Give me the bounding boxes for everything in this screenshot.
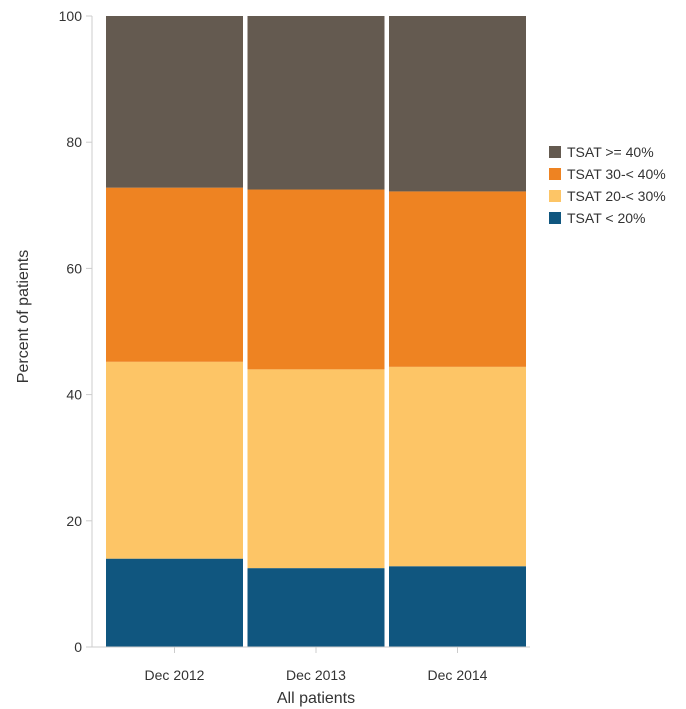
bars-group bbox=[106, 16, 526, 647]
bar-segment bbox=[389, 16, 526, 192]
bar-segment bbox=[106, 558, 243, 647]
bar-segment bbox=[389, 366, 526, 567]
y-tick-label: 100 bbox=[59, 8, 83, 24]
x-tick-label: Dec 2013 bbox=[286, 667, 346, 683]
bar-segment bbox=[247, 369, 385, 569]
x-axis-ticks: Dec 2012 Dec 2013 Dec 2014 bbox=[145, 647, 488, 683]
x-tick-label: Dec 2014 bbox=[428, 667, 488, 683]
bar-segment bbox=[106, 16, 243, 188]
legend-label: TSAT 30-< 40% bbox=[567, 166, 666, 182]
bar-segment bbox=[247, 568, 385, 647]
legend-swatch bbox=[549, 190, 561, 202]
x-tick-label: Dec 2012 bbox=[145, 667, 205, 683]
bar-segment bbox=[247, 16, 385, 190]
y-axis-title: Percent of patients bbox=[15, 250, 32, 383]
legend-swatch bbox=[549, 212, 561, 224]
x-axis-title: All patients bbox=[277, 690, 355, 707]
bar-segment bbox=[247, 189, 385, 370]
legend-label: TSAT >= 40% bbox=[567, 144, 654, 160]
legend-swatch bbox=[549, 146, 561, 158]
y-tick-label: 40 bbox=[66, 387, 82, 403]
y-tick-label: 60 bbox=[66, 260, 82, 276]
legend: TSAT >= 40% TSAT 30-< 40% TSAT 20-< 30% TSA… bbox=[549, 144, 666, 226]
bar-segment bbox=[106, 361, 243, 559]
y-tick-label: 0 bbox=[74, 639, 82, 655]
bar-segment bbox=[389, 566, 526, 647]
y-tick-label: 80 bbox=[66, 134, 82, 150]
bar-segment bbox=[389, 191, 526, 367]
y-tick-label: 20 bbox=[66, 513, 82, 529]
y-axis-ticks: 0 20 40 60 80 100 bbox=[59, 8, 92, 655]
bar-segment bbox=[106, 187, 243, 362]
legend-label: TSAT 20-< 30% bbox=[567, 188, 666, 204]
legend-swatch bbox=[549, 168, 561, 180]
legend-label: TSAT < 20% bbox=[567, 210, 645, 226]
